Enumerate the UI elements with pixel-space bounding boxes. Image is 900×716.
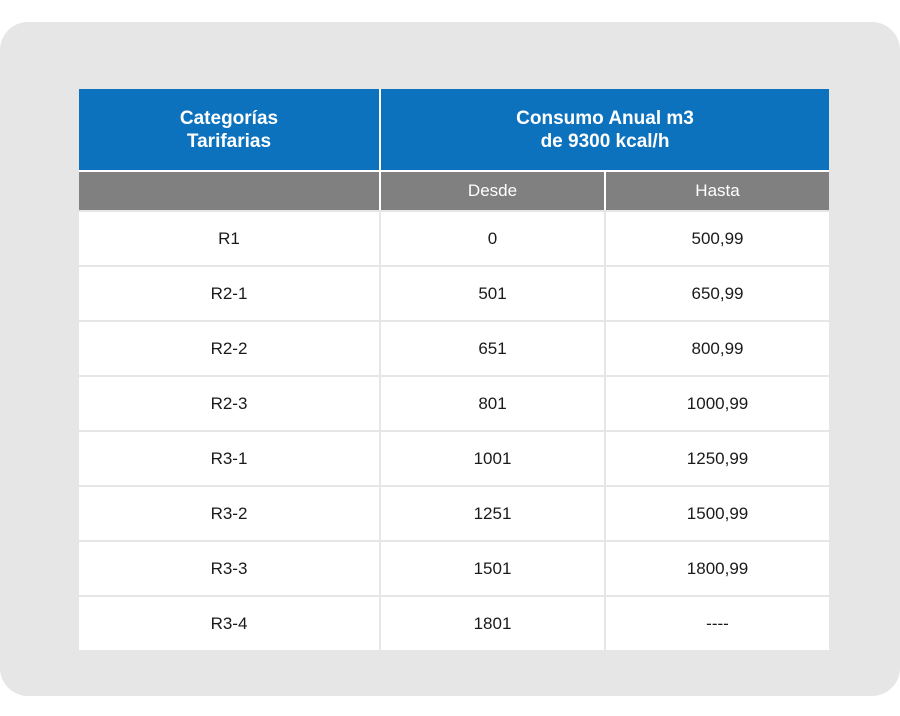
cell-to: ---- [604, 595, 830, 650]
subheader-to: Hasta [604, 170, 830, 210]
cell-to: 1250,99 [604, 430, 830, 485]
cell-category: R2-2 [79, 320, 379, 375]
table-header-row: Categorías Tarifarias Consumo Anual m3 d… [79, 89, 830, 170]
header-category-line1: Categorías [179, 107, 279, 129]
cell-category: R2-3 [79, 375, 379, 430]
cell-from: 1801 [379, 595, 604, 650]
cell-category: R3-2 [79, 485, 379, 540]
header-consumption: Consumo Anual m3 de 9300 kcal/h [379, 89, 830, 170]
cell-category: R3-1 [79, 430, 379, 485]
cell-category: R1 [79, 210, 379, 265]
cell-from: 501 [379, 265, 604, 320]
cell-to: 1500,99 [604, 485, 830, 540]
header-consumption-line1: Consumo Anual m3 [516, 107, 694, 129]
cell-category: R2-1 [79, 265, 379, 320]
table-subheader-row: Desde Hasta [79, 170, 830, 210]
cell-to: 1000,99 [604, 375, 830, 430]
header-consumption-line2: de 9300 kcal/h [540, 130, 670, 152]
cell-to: 500,99 [604, 210, 830, 265]
table-row: R2-1 501 650,99 [79, 265, 830, 320]
subheader-category [79, 170, 379, 210]
table-row: R1 0 500,99 [79, 210, 830, 265]
cell-category: R3-4 [79, 595, 379, 650]
cell-to: 1800,99 [604, 540, 830, 595]
header-category-line2: Tarifarias [186, 130, 272, 152]
cell-category: R3-3 [79, 540, 379, 595]
table-row: R3-4 1801 ---- [79, 595, 830, 650]
table-card: Categorías Tarifarias Consumo Anual m3 d… [0, 22, 900, 696]
cell-from: 651 [379, 320, 604, 375]
tariff-table: Categorías Tarifarias Consumo Anual m3 d… [79, 89, 830, 650]
table-row: R3-3 1501 1800,99 [79, 540, 830, 595]
table-row: R2-2 651 800,99 [79, 320, 830, 375]
cell-from: 1251 [379, 485, 604, 540]
cell-from: 0 [379, 210, 604, 265]
subheader-from: Desde [379, 170, 604, 210]
table-row: R3-2 1251 1500,99 [79, 485, 830, 540]
table-row: R2-3 801 1000,99 [79, 375, 830, 430]
cell-from: 1001 [379, 430, 604, 485]
cell-to: 800,99 [604, 320, 830, 375]
header-category: Categorías Tarifarias [79, 89, 379, 170]
cell-to: 650,99 [604, 265, 830, 320]
cell-from: 1501 [379, 540, 604, 595]
cell-from: 801 [379, 375, 604, 430]
table-row: R3-1 1001 1250,99 [79, 430, 830, 485]
